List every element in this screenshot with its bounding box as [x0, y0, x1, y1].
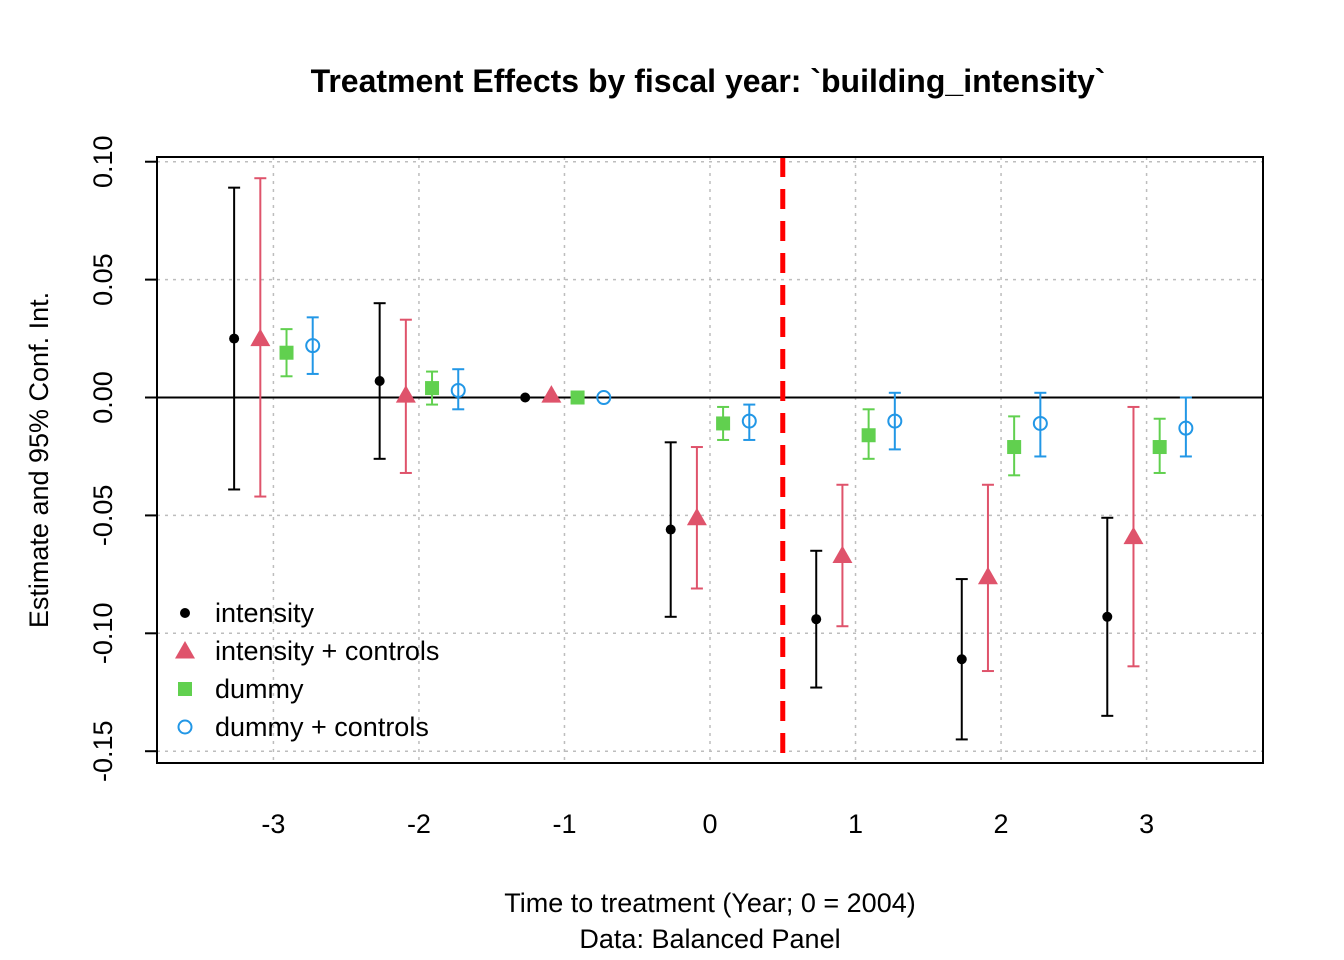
- y-tick-label: 0.10: [88, 135, 118, 188]
- data-point: [229, 333, 240, 344]
- x-tick-label: -3: [261, 809, 285, 839]
- legend-item: dummy + controls: [177, 712, 429, 742]
- series-dummy: [279, 328, 1167, 477]
- y-tick-label: -0.05: [88, 485, 118, 547]
- data-point: [279, 345, 294, 360]
- data-marks: [228, 177, 1194, 741]
- axes: -0.15 -0.10 -0.05 0.00 0.05 0.10 -3 -2 -1 0 1 2 3: [88, 135, 1263, 839]
- legend-marker: [178, 682, 192, 696]
- legend-marker: [177, 719, 193, 735]
- legend-label: intensity: [215, 598, 315, 628]
- x-tick-label: 2: [994, 809, 1009, 839]
- data-point: [686, 507, 707, 526]
- data-point: [716, 416, 731, 431]
- data-point: [1123, 526, 1144, 545]
- data-point: [741, 413, 757, 429]
- chart-title: Treatment Effects by fiscal year: `build…: [311, 63, 1106, 99]
- data-point: [1152, 440, 1167, 455]
- data-point: [956, 654, 967, 665]
- data-point: [450, 382, 466, 398]
- y-tick-label: 0.05: [88, 253, 118, 306]
- legend-label: dummy + controls: [215, 712, 429, 742]
- data-point: [1178, 420, 1194, 436]
- data-point: [425, 381, 440, 396]
- y-tick-label: -0.10: [88, 603, 118, 665]
- x-tick-label: 0: [702, 809, 717, 839]
- series-intensity: [228, 186, 1114, 741]
- data-point: [374, 376, 385, 387]
- plot-frame: [156, 156, 1264, 764]
- series-intensity-controls: [250, 177, 1144, 673]
- data-point: [596, 390, 612, 406]
- data-point: [887, 413, 903, 429]
- x-tick-label: -1: [552, 809, 576, 839]
- x-tick-label: 3: [1139, 809, 1154, 839]
- data-point: [1102, 611, 1113, 622]
- legend-item: dummy: [178, 674, 304, 704]
- data-point: [832, 545, 853, 563]
- data-point: [665, 524, 676, 535]
- data-point: [861, 428, 876, 443]
- legend-marker: [175, 641, 195, 659]
- series-dummy-controls: [305, 316, 1194, 458]
- data-point: [395, 385, 416, 403]
- data-point: [520, 392, 531, 403]
- legend: intensity intensity + controls dummy dummy …: [175, 598, 439, 742]
- data-point: [570, 390, 585, 405]
- x-axis-label: Time to treatment (Year; 0 = 2004): [504, 888, 915, 918]
- data-point: [250, 328, 271, 347]
- x-axis-sublabel: Data: Balanced Panel: [579, 924, 840, 954]
- legend-item: intensity: [180, 598, 315, 628]
- grid: [157, 157, 1263, 763]
- data-point: [305, 338, 321, 354]
- data-point: [977, 566, 998, 585]
- data-point: [811, 614, 822, 625]
- y-tick-label: -0.15: [88, 720, 118, 782]
- legend-label: intensity + controls: [215, 636, 439, 666]
- legend-label: dummy: [215, 674, 304, 704]
- x-tick-label: -2: [407, 809, 431, 839]
- y-tick-label: 0.00: [88, 371, 118, 424]
- x-tick-label: 1: [848, 809, 863, 839]
- legend-item: intensity + controls: [175, 636, 439, 666]
- data-point: [1007, 440, 1022, 455]
- y-axis-label: Estimate and 95% Conf. Int.: [24, 292, 54, 628]
- legend-marker: [180, 608, 190, 618]
- data-point: [1032, 415, 1048, 431]
- data-point: [541, 385, 562, 403]
